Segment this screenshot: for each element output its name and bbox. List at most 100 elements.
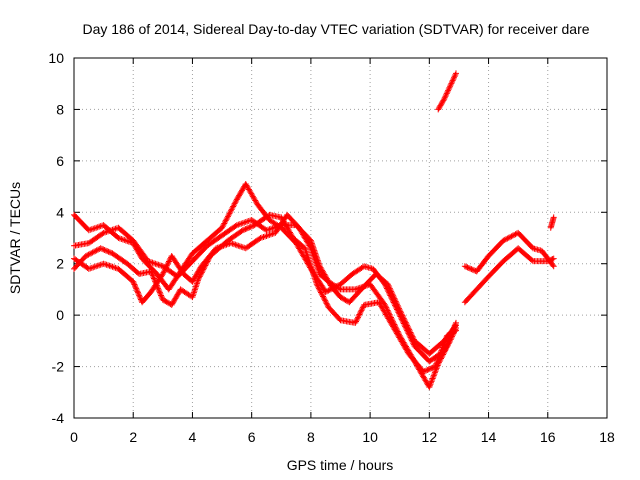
data-point bbox=[390, 294, 397, 301]
y-tick-label: 2 bbox=[56, 256, 64, 272]
data-point bbox=[149, 271, 156, 278]
data-point bbox=[444, 332, 451, 339]
data-point bbox=[84, 252, 91, 259]
data-point bbox=[353, 317, 360, 324]
data-point bbox=[441, 338, 448, 345]
data-point bbox=[432, 362, 439, 369]
data-point bbox=[109, 263, 116, 270]
data-point bbox=[409, 333, 416, 340]
data-point bbox=[174, 291, 181, 298]
data-point bbox=[170, 299, 177, 306]
data-point bbox=[238, 188, 245, 195]
data-point bbox=[439, 344, 446, 351]
data-point bbox=[227, 207, 234, 214]
data-point bbox=[90, 264, 97, 271]
data-point bbox=[434, 357, 441, 364]
data-point bbox=[124, 238, 131, 245]
data-point bbox=[429, 364, 436, 371]
data-point bbox=[131, 281, 138, 288]
data-point bbox=[307, 243, 314, 250]
data-point bbox=[233, 222, 240, 229]
data-point bbox=[263, 227, 270, 234]
data-point bbox=[241, 219, 248, 226]
data-point bbox=[361, 283, 368, 290]
data-point bbox=[437, 348, 444, 355]
data-point bbox=[225, 211, 232, 218]
data-point bbox=[108, 227, 115, 234]
data-point bbox=[401, 316, 408, 323]
data-point bbox=[452, 70, 459, 77]
data-point bbox=[446, 84, 453, 91]
data-point bbox=[110, 226, 117, 233]
data-point bbox=[323, 300, 330, 307]
data-point bbox=[439, 345, 446, 352]
data-point bbox=[152, 278, 159, 285]
data-point bbox=[235, 193, 242, 200]
data-point bbox=[133, 286, 140, 293]
x-tick-label: 2 bbox=[129, 429, 137, 445]
data-point bbox=[426, 365, 433, 372]
x-tick-label: 0 bbox=[70, 429, 78, 445]
data-point bbox=[132, 284, 139, 291]
data-point bbox=[236, 221, 243, 228]
data-point bbox=[508, 233, 515, 240]
data-point bbox=[399, 312, 406, 319]
data-point bbox=[229, 204, 236, 211]
series-track-e bbox=[435, 70, 459, 113]
data-point bbox=[357, 310, 364, 317]
data-point bbox=[341, 296, 348, 303]
data-point bbox=[549, 262, 556, 269]
data-point bbox=[165, 259, 172, 266]
data-point bbox=[356, 311, 363, 318]
data-point bbox=[266, 226, 273, 233]
data-point bbox=[99, 230, 106, 237]
data-point bbox=[448, 80, 455, 87]
data-point bbox=[263, 232, 270, 239]
data-point bbox=[386, 284, 393, 291]
data-point bbox=[250, 222, 257, 229]
data-point bbox=[237, 190, 244, 196]
data-point bbox=[239, 187, 246, 194]
data-point bbox=[438, 100, 445, 106]
data-point bbox=[429, 375, 436, 382]
data-point bbox=[400, 314, 407, 321]
data-point bbox=[150, 274, 157, 281]
data-point bbox=[149, 272, 156, 279]
data-point bbox=[242, 226, 249, 233]
data-point bbox=[435, 356, 442, 363]
data-point bbox=[398, 309, 405, 316]
data-point bbox=[500, 237, 507, 244]
data-point bbox=[315, 285, 322, 292]
data-point bbox=[447, 83, 454, 90]
data-point bbox=[390, 292, 397, 299]
data-point bbox=[395, 304, 402, 311]
data-point bbox=[232, 241, 239, 248]
data-point bbox=[441, 340, 448, 347]
data-point bbox=[452, 327, 459, 334]
data-point bbox=[239, 220, 246, 227]
data-point bbox=[198, 269, 205, 276]
data-point bbox=[465, 265, 472, 271]
data-point bbox=[436, 353, 443, 360]
data-point bbox=[154, 283, 161, 290]
data-point bbox=[168, 301, 175, 308]
data-point bbox=[317, 288, 324, 295]
data-point bbox=[162, 298, 169, 305]
data-point bbox=[205, 257, 212, 264]
data-point bbox=[245, 225, 252, 231]
data-point bbox=[420, 368, 427, 375]
data-point bbox=[267, 225, 274, 232]
data-point bbox=[436, 351, 443, 358]
data-point bbox=[135, 291, 142, 298]
data-point bbox=[157, 291, 164, 298]
data-point bbox=[88, 264, 95, 271]
data-point bbox=[386, 285, 393, 292]
data-point bbox=[423, 367, 430, 374]
data-point bbox=[444, 89, 451, 95]
data-point bbox=[435, 354, 442, 361]
data-point bbox=[115, 235, 122, 241]
data-point bbox=[93, 224, 100, 231]
data-point bbox=[91, 263, 98, 270]
y-tick-label: 10 bbox=[48, 50, 64, 66]
data-point bbox=[442, 93, 449, 100]
